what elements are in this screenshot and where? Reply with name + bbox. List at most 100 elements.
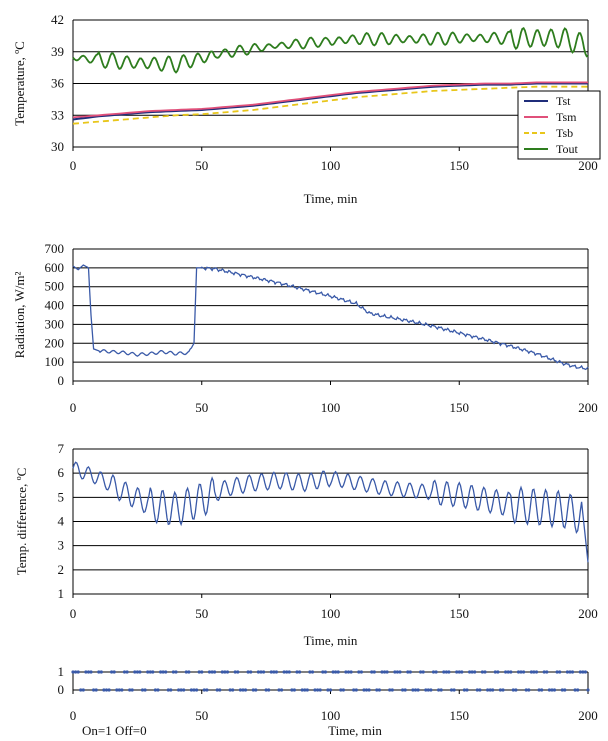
on-off-point <box>496 670 500 674</box>
y-tick-label: 0 <box>58 682 65 697</box>
on-off-point <box>215 688 219 692</box>
on-off-point <box>277 688 281 692</box>
on-off-point <box>346 670 351 674</box>
on-off-point <box>586 688 590 692</box>
on-off-point <box>74 670 78 674</box>
on-off-point <box>107 688 111 692</box>
on-off-point <box>86 670 91 674</box>
y-tick-label: 2 <box>58 562 65 577</box>
on-off-point <box>313 688 317 692</box>
y-tick-label: 7 <box>58 441 65 456</box>
on-off-point <box>437 688 441 692</box>
on-off-point <box>578 670 582 674</box>
on-off-point <box>483 670 487 674</box>
on-off-point <box>334 670 338 674</box>
on-off-point <box>411 688 415 692</box>
on-off-point <box>542 670 546 674</box>
on-off-point <box>228 688 232 692</box>
on-off-point <box>462 688 466 692</box>
on-off-point <box>352 688 356 692</box>
on-off-point <box>547 688 552 692</box>
on-off-point <box>177 688 181 692</box>
on-off-point <box>238 688 242 692</box>
on-off-point <box>169 688 173 692</box>
on-off-point <box>164 670 168 674</box>
on-off-point <box>444 670 448 674</box>
y-tick-label: 30 <box>51 139 64 154</box>
on-off-point <box>174 670 178 674</box>
on-off-point <box>202 688 206 692</box>
on-off-point <box>460 670 464 674</box>
x-tick-label: 0 <box>70 606 77 621</box>
on-off-point <box>491 688 495 692</box>
on-off-point <box>148 670 152 674</box>
on-off-point <box>220 670 224 674</box>
on-off-point <box>326 688 330 692</box>
on-off-point <box>473 670 477 674</box>
on-off-point <box>153 688 157 692</box>
x-tick-label: 0 <box>70 158 77 173</box>
on-off-point <box>431 670 436 674</box>
on-off-point <box>300 688 304 692</box>
on-off-point <box>576 688 580 692</box>
on-off-point <box>295 670 299 674</box>
on-off-point <box>493 670 497 674</box>
on-off-point <box>339 688 343 692</box>
x-tick-label: 150 <box>450 400 470 415</box>
y-tick-label: 36 <box>51 76 65 91</box>
on-off-point <box>120 688 124 692</box>
series-line-tsm <box>72 81 588 119</box>
y-axis-label: Temp. difference, ºC <box>14 468 29 576</box>
y-axis-label: Temperature, ºC <box>12 41 27 126</box>
on-off-point <box>143 688 147 692</box>
x-tick-label: 100 <box>321 708 341 723</box>
on-off-point <box>210 670 214 674</box>
on-off-point <box>94 688 98 692</box>
y-tick-label: 6 <box>58 465 65 480</box>
on-off-point <box>486 688 490 692</box>
on-off-point <box>184 670 188 674</box>
on-off-point <box>573 688 577 692</box>
on-off-point <box>341 688 345 692</box>
on-off-point <box>545 670 549 674</box>
on-off-point <box>84 670 88 674</box>
on-off-point <box>280 688 284 692</box>
on-off-point <box>385 670 389 674</box>
on-off-point <box>241 688 245 692</box>
y-tick-label: 400 <box>45 298 65 313</box>
on-off-point <box>151 670 155 674</box>
on-off-point <box>501 688 505 692</box>
on-off-point <box>200 670 204 674</box>
on-off-point <box>393 670 397 674</box>
y-axis-label: Radiation, W/m² <box>12 272 27 359</box>
on-off-point <box>179 688 183 692</box>
on-off-point <box>97 670 101 674</box>
on-off-point <box>403 688 407 692</box>
on-off-point <box>398 670 402 674</box>
on-off-point <box>130 688 134 692</box>
y-tick-label: 5 <box>58 489 65 504</box>
on-off-point <box>537 688 541 692</box>
on-off-point <box>318 688 322 692</box>
temperature-chart: 30 33 36 39 42 0 50 100 150 200 Time, min Temperatu… <box>12 12 601 206</box>
y-tick-label: 100 <box>45 354 65 369</box>
on-off-point <box>76 670 80 674</box>
on-off-point <box>509 670 513 674</box>
x-axis-label: Time, min <box>304 633 358 648</box>
on-off-point <box>558 670 562 674</box>
on-off-point <box>110 670 114 674</box>
on-off-point <box>195 688 199 692</box>
on-off-point <box>99 670 103 674</box>
on-off-point <box>349 670 353 674</box>
on-off-point <box>256 670 260 674</box>
on-off-point <box>79 688 83 692</box>
x-axis-label: Time, min <box>304 191 358 206</box>
on-off-point <box>328 688 333 692</box>
on-off-point <box>416 688 420 692</box>
on-off-point <box>316 688 320 692</box>
on-off-point <box>565 670 570 674</box>
on-off-point <box>434 670 438 674</box>
on-off-point <box>246 670 250 674</box>
on-off-point <box>426 688 430 692</box>
on-off-point <box>357 670 361 674</box>
